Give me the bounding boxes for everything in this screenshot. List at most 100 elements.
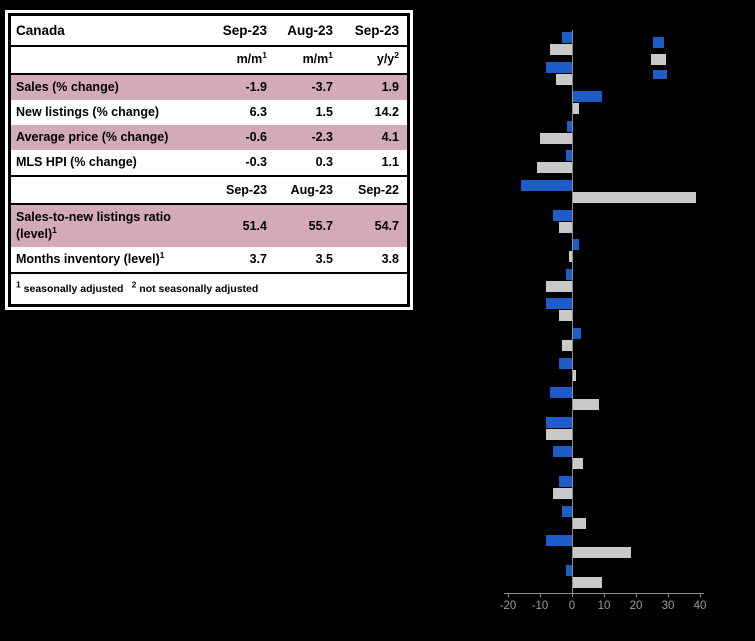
cell-value: 3.5 [315, 252, 333, 267]
bar-blue [559, 357, 572, 369]
bar-gray [568, 251, 572, 263]
period-header: Aug-23 [275, 16, 341, 48]
zero-axis-line [572, 30, 573, 593]
x-axis-tick-label: 40 [693, 600, 707, 612]
table-units-row: m/m1 m/m1 y/y2 [11, 46, 407, 76]
row-label: New listings (% change) [16, 104, 160, 119]
housing-bar-chart: -20 -10 0 10 20 30 40 [490, 30, 752, 630]
x-axis-tick-label: 20 [629, 600, 643, 612]
x-axis-tick [668, 593, 669, 597]
unit-header: y/y2 [341, 46, 407, 76]
superscript: 1 [159, 250, 165, 261]
x-axis-tick [700, 593, 701, 597]
bar-gray [546, 428, 572, 440]
bar-gray [559, 310, 572, 322]
cell-value: 14.2 [374, 104, 399, 119]
superscript: 2 [394, 50, 399, 61]
cell-value: 1.9 [341, 74, 407, 100]
cell-value: 0.3 [315, 154, 333, 169]
bar-gray [552, 488, 572, 499]
summary-table-body: Canada Sep-23 Aug-23 Sep-23 m/m1 m/m1 y/y2 Sale… [11, 16, 407, 305]
bar-blue [573, 239, 580, 251]
row-label: Months inventory (level)1 [16, 250, 165, 267]
bar-gray [573, 192, 697, 203]
cell-value: 51.4 [209, 204, 275, 248]
period-header-2: Sep-23 [209, 174, 275, 206]
superscript: 1 [328, 50, 333, 61]
unit-header: m/m1 [209, 46, 275, 76]
bar-gray [559, 221, 572, 233]
period-header-2: Aug-23 [275, 174, 341, 206]
x-axis-tick-label: -20 [499, 600, 517, 612]
x-axis-tick [508, 593, 509, 597]
bar-blue [567, 120, 572, 132]
table-data-row: Months inventory (level)1 3.7 3.5 3.8 [11, 247, 407, 273]
cell-value: 1.1 [381, 154, 399, 169]
table-footnote-row: 1 seasonally adjusted 2 not seasonally a… [11, 272, 407, 305]
x-axis-tick [604, 593, 605, 597]
cell-value: -0.6 [209, 124, 275, 150]
legend-swatch-blue [653, 37, 664, 48]
bar-gray [573, 399, 599, 411]
cell-value: 55.7 [275, 204, 341, 248]
bar-blue [552, 446, 572, 458]
footnote-sup: 1 [16, 279, 21, 290]
bar-blue [546, 535, 572, 547]
bar-blue [565, 564, 572, 576]
cell-value: -2.3 [275, 124, 341, 150]
x-axis: -20 -10 0 10 20 30 40 [490, 593, 752, 625]
table-period-row-2: Sep-23 Aug-23 Sep-22 [11, 174, 407, 206]
cell-value: 4.1 [341, 124, 407, 150]
x-axis-tick [572, 593, 573, 597]
row-label: Sales-to-new listings ratio (level)1 [11, 204, 209, 248]
units-spacer [11, 46, 209, 76]
superscript: 1 [262, 50, 267, 61]
x-axis-tick-label: 30 [661, 600, 675, 612]
footnote-sup: 2 [131, 279, 137, 290]
cell-value: -3.7 [275, 74, 341, 100]
cell-value: 3.8 [381, 252, 399, 267]
bar-gray [573, 547, 631, 559]
bar-gray [562, 340, 572, 351]
bar-blue [520, 180, 572, 191]
superscript: 1 [52, 225, 57, 236]
cell-value: 54.7 [341, 204, 407, 248]
bar-blue [565, 150, 572, 162]
bar-gray [549, 44, 572, 55]
x-axis-tick-label: 0 [568, 600, 576, 612]
bar-blue [562, 32, 572, 43]
x-axis-tick-label: -10 [531, 600, 549, 612]
chart-plot [490, 30, 752, 593]
bar-blue [562, 505, 572, 517]
x-axis-tick [540, 593, 541, 597]
period-header-2: Sep-22 [341, 174, 407, 206]
cell-value: 3.7 [249, 252, 267, 267]
cell-value: -1.9 [209, 74, 275, 100]
cell-value: -0.3 [245, 154, 267, 169]
row-label: Sales (% change) [11, 74, 209, 100]
table-data-row: MLS HPI (% change) -0.3 0.3 1.1 [11, 150, 407, 176]
legend-swatch-gray [651, 54, 666, 65]
bar-blue [552, 209, 572, 221]
bar-gray [573, 458, 583, 470]
bar-blue [546, 416, 572, 428]
bar-blue [559, 476, 572, 487]
summary-table: Canada Sep-23 Aug-23 Sep-23 m/m1 m/m1 y/y2 Sale… [11, 16, 407, 305]
bar-blue [565, 268, 572, 280]
bar-gray [573, 517, 586, 529]
bar-blue [546, 61, 572, 73]
x-axis-tick [636, 593, 637, 597]
bar-gray [546, 280, 572, 292]
x-axis-tick-label: 10 [597, 600, 611, 612]
footnote: 1 seasonally adjusted 2 not seasonally a… [11, 272, 407, 305]
bar-blue [573, 328, 581, 339]
bar-blue [546, 298, 572, 310]
unit-header: m/m1 [275, 46, 341, 76]
bar-gray [536, 162, 572, 174]
bar-gray [573, 369, 577, 381]
cell-value: 6.3 [249, 104, 267, 119]
legend-swatch-blue [653, 70, 667, 79]
period-header: Sep-23 [341, 16, 407, 48]
cell-value: 1.5 [315, 104, 333, 119]
row-label: MLS HPI (% change) [16, 154, 137, 169]
